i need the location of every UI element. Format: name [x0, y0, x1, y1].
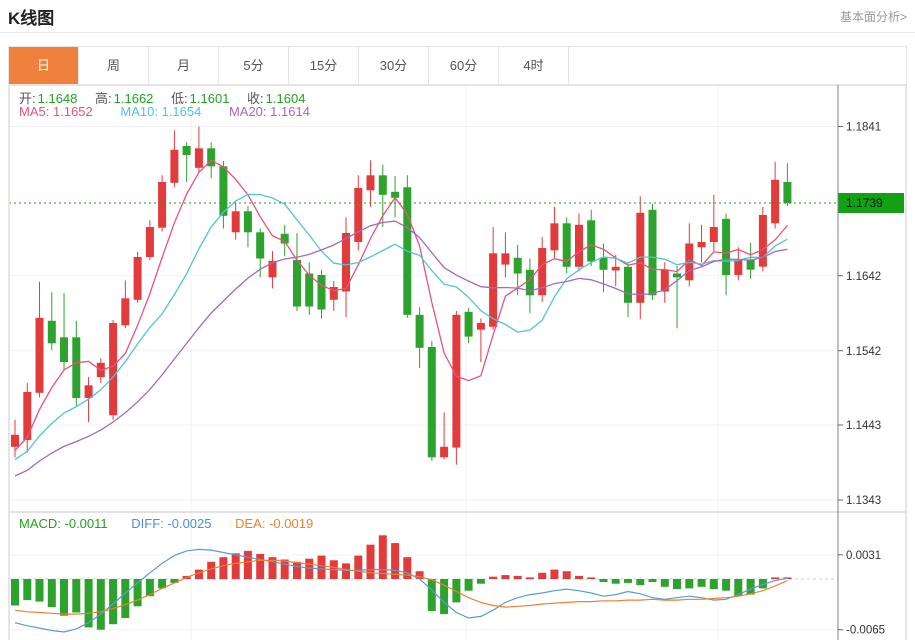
macd-histogram [11, 535, 792, 630]
tab-15min[interactable]: 15分 [289, 47, 359, 84]
svg-text:-0.0065: -0.0065 [846, 625, 885, 637]
ma10-line [14, 193, 788, 461]
candlestick-macd-chart[interactable]: 1.1739 1.1841 1.1642 1.1542 1.1443 1.1343 0.00… [9, 85, 906, 640]
svg-text:1.1642: 1.1642 [846, 271, 881, 283]
tab-bar-filler [569, 47, 906, 84]
tab-day[interactable]: 日 [9, 47, 79, 84]
tab-week[interactable]: 周 [79, 47, 149, 84]
fundamental-analysis-link[interactable]: 基本面分析> [839, 10, 907, 24]
tab-4hour[interactable]: 4时 [499, 47, 569, 84]
tab-60min[interactable]: 60分 [429, 47, 499, 84]
ma5-line [14, 159, 788, 451]
svg-text:1.1542: 1.1542 [846, 346, 881, 358]
svg-text:1.1343: 1.1343 [846, 495, 881, 507]
last-price-tag [838, 193, 904, 213]
page-header: K线图 基本面分析> [0, 0, 915, 33]
last-price-tag-label: 1.1739 [846, 196, 883, 210]
gridlines [9, 85, 838, 640]
candles [11, 126, 792, 465]
axis-labels: 1.1841 1.1642 1.1542 1.1443 1.1343 0.0031 -0.0… [838, 122, 885, 637]
svg-text:1.1443: 1.1443 [846, 420, 881, 432]
tab-month[interactable]: 月 [149, 47, 219, 84]
ma20-line [14, 220, 788, 477]
dea-line [14, 559, 788, 615]
tab-5min[interactable]: 5分 [219, 47, 289, 84]
page-title: K线图 [8, 9, 55, 28]
svg-text:0.0031: 0.0031 [846, 550, 881, 562]
diff-line [14, 548, 788, 633]
kline-panel: 日 周 月 5分 15分 30分 60分 4时 1.1739 1.1841 1.16… [8, 46, 907, 640]
tab-30min[interactable]: 30分 [359, 47, 429, 84]
interval-tabs: 日 周 月 5分 15分 30分 60分 4时 [9, 47, 906, 85]
chart-area: 1.1739 1.1841 1.1642 1.1542 1.1443 1.1343 0.00… [9, 85, 906, 640]
svg-text:1.1841: 1.1841 [846, 122, 881, 134]
